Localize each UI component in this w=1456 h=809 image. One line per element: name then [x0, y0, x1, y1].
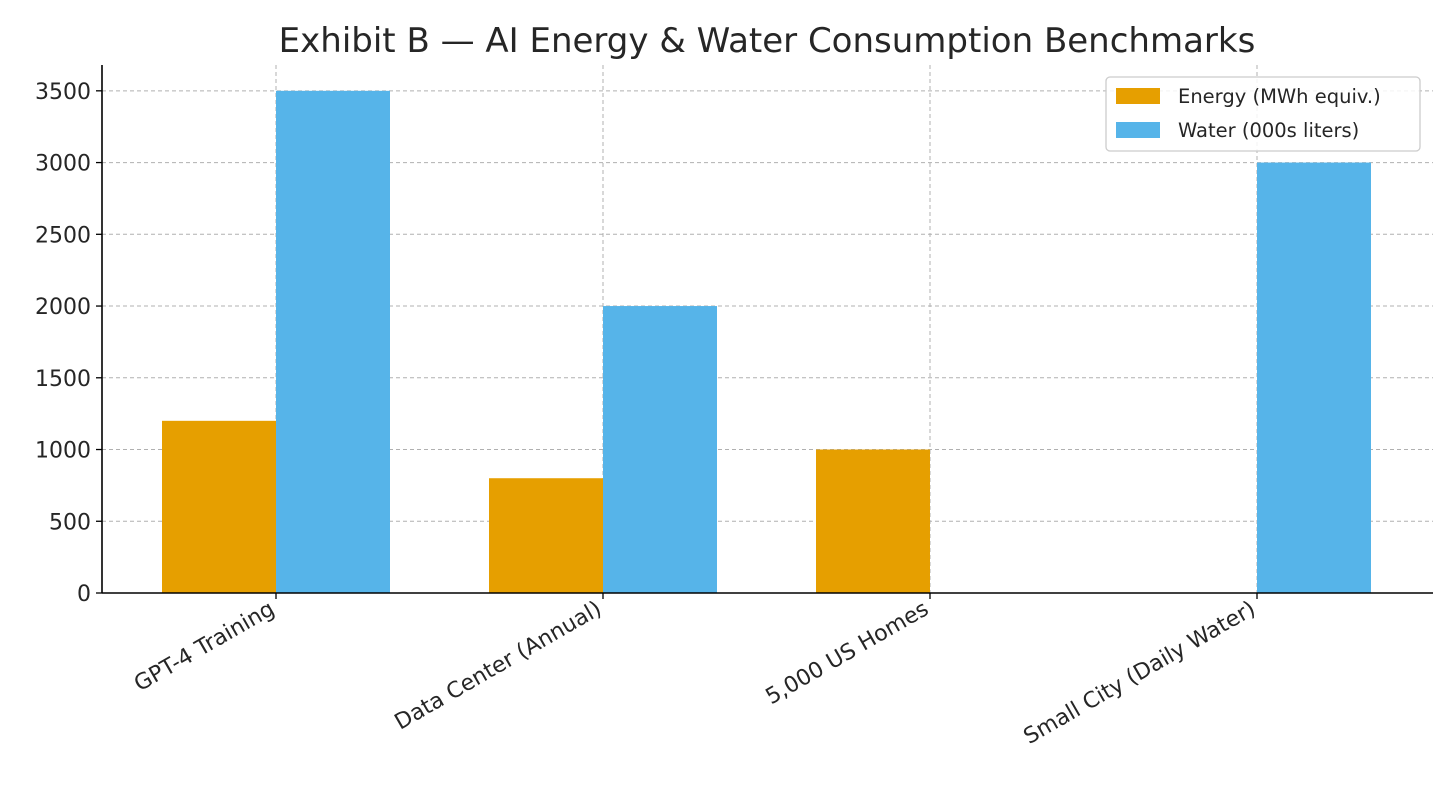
- legend-swatch: [1116, 122, 1160, 138]
- x-tick-label: Small City (Daily Water): [1020, 597, 1260, 750]
- bars: [162, 90, 1371, 594]
- y-tick-label: 3000: [35, 152, 91, 177]
- y-tick-label: 0: [77, 582, 91, 607]
- legend-label: Water (000s liters): [1178, 119, 1359, 142]
- x-tick-label: Data Center (Annual): [391, 597, 606, 736]
- legend: Energy (MWh equiv.) Water (000s liters): [1105, 76, 1421, 152]
- axes: [101, 65, 1433, 594]
- bar-energy: [489, 478, 603, 593]
- x-tick-label: 5,000 US Homes: [762, 597, 933, 710]
- y-tick-label: 3500: [35, 80, 91, 105]
- y-tick-label: 1000: [35, 439, 91, 464]
- legend-label: Energy (MWh equiv.): [1178, 85, 1381, 108]
- legend-box: [1105, 76, 1421, 152]
- chart-title: Exhibit B — AI Energy & Water Consumptio…: [279, 21, 1256, 61]
- legend-swatch: [1116, 88, 1160, 104]
- y-tick-label: 500: [49, 510, 91, 535]
- bar-water: [1257, 162, 1371, 593]
- bar-energy: [162, 420, 276, 593]
- y-tick-label: 2500: [35, 223, 91, 248]
- bar-water: [603, 306, 717, 593]
- bar-energy: [816, 449, 930, 593]
- y-tick-label: 2000: [35, 295, 91, 320]
- bar-water: [276, 90, 390, 594]
- y-tick-label: 1500: [35, 367, 91, 392]
- x-tick-label: GPT-4 Training: [130, 597, 279, 697]
